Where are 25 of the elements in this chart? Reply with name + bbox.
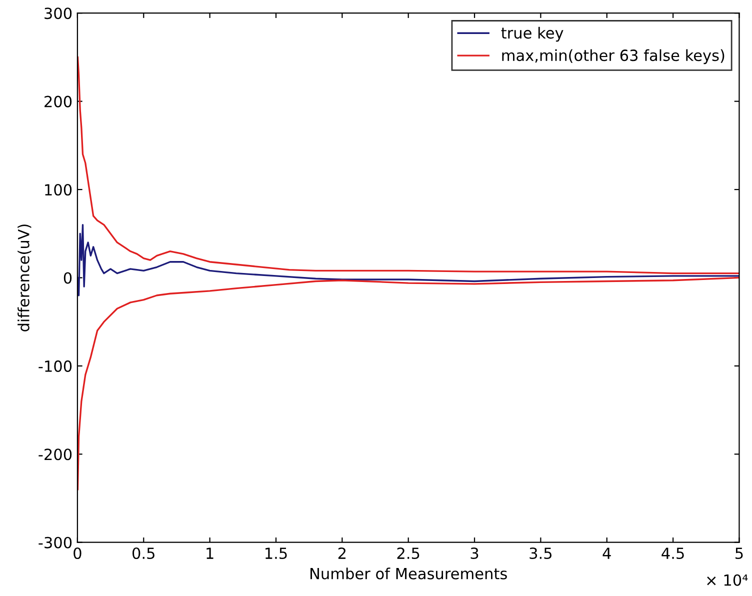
y-tick-label: 100 — [45, 184, 72, 196]
legend-label: max,min(other 63 false keys) — [502, 49, 724, 64]
y-axis-title: difference(uV) — [18, 224, 32, 332]
y-tick-label: -100 — [38, 360, 72, 372]
x-tick-label: 0.5 — [132, 547, 154, 560]
y-tick-label: 200 — [44, 96, 72, 108]
line-series — [77, 276, 740, 490]
x-tick-label: 0 — [74, 547, 82, 560]
y-tick-label: 0 — [64, 272, 72, 284]
x-tick-label: 5 — [736, 548, 743, 560]
x-tick-label: 4 — [602, 548, 611, 559]
x-tick-label: 2 — [338, 547, 346, 559]
legend-label: true key — [501, 26, 564, 42]
y-tick-label: -200 — [38, 448, 72, 460]
line-series — [77, 224, 740, 296]
x-tick-label: 1.5 — [266, 548, 287, 560]
y-tick-label: -300 — [38, 536, 72, 548]
x-axis-title: Number of Measurements — [310, 568, 507, 580]
x-tick-label: 4.5 — [662, 548, 684, 560]
x-tick-label: 1 — [206, 548, 214, 559]
x-tick-label: 3.5 — [530, 547, 552, 560]
x-tick-label: 2.5 — [397, 547, 420, 560]
y-tick-label: 300 — [44, 8, 72, 20]
x-tick-label: 3 — [470, 547, 478, 560]
text: × 10⁴ — [707, 574, 748, 586]
